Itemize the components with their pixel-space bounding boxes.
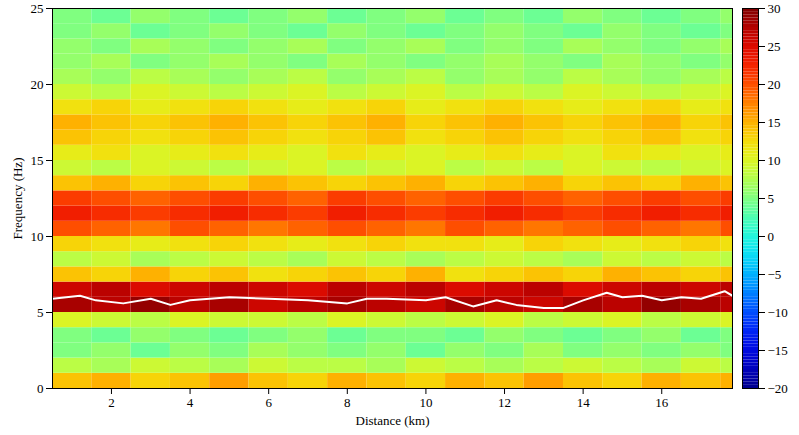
svg-text:6: 6 [265,395,272,410]
svg-text:16: 16 [655,395,669,410]
svg-text:Frequency (Hz): Frequency (Hz) [10,158,25,240]
svg-text:30: 30 [768,1,781,16]
svg-text:5: 5 [37,305,44,320]
svg-text:14: 14 [577,395,591,410]
svg-text:5: 5 [768,191,775,206]
svg-text:10: 10 [768,153,781,168]
svg-text:25: 25 [768,39,781,54]
svg-text:10: 10 [419,395,432,410]
svg-text:20: 20 [31,77,44,92]
svg-text:8: 8 [344,395,351,410]
svg-text:−15: −15 [768,343,788,358]
svg-text:−10: −10 [768,305,788,320]
svg-text:10: 10 [31,229,44,244]
svg-text:2: 2 [108,395,115,410]
svg-text:25: 25 [31,1,44,16]
svg-text:20: 20 [768,77,781,92]
svg-text:−20: −20 [768,381,788,396]
svg-text:15: 15 [768,115,781,130]
svg-text:15: 15 [31,153,44,168]
svg-text:12: 12 [498,395,511,410]
svg-text:−5: −5 [768,267,782,282]
svg-text:0: 0 [768,229,775,244]
svg-text:0: 0 [37,381,44,396]
svg-text:4: 4 [187,395,194,410]
svg-text:Distance (km): Distance (km) [355,413,429,428]
